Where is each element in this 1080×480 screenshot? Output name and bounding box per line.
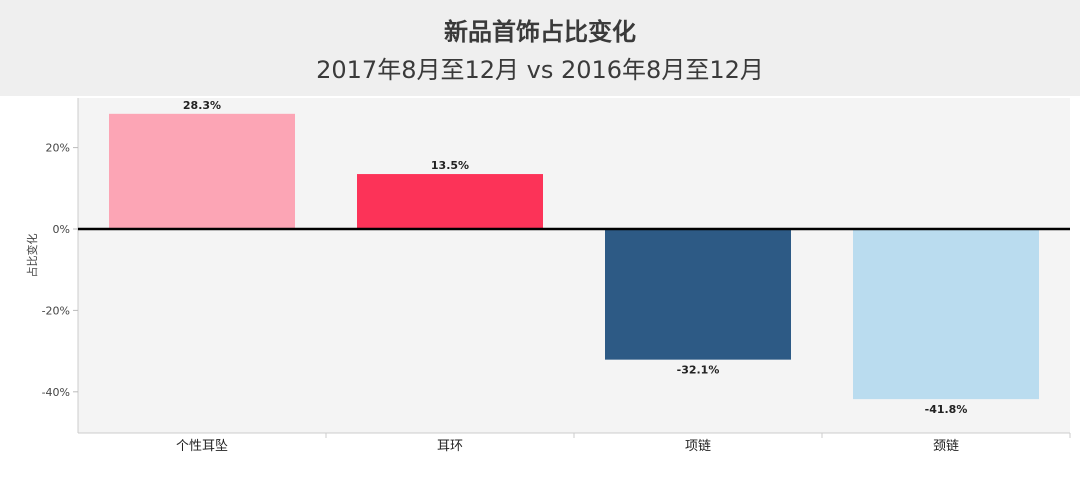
- bar: [357, 174, 543, 229]
- y-tick-label: 0%: [53, 223, 70, 236]
- x-tick-label: 耳环: [437, 439, 463, 454]
- chart-title: 新品首饰占比变化: [444, 18, 636, 46]
- data-label: -32.1%: [677, 364, 720, 377]
- chart-subtitle: 2017年8月至12月 vs 2016年8月至12月: [316, 56, 764, 84]
- bar: [853, 229, 1039, 400]
- x-tick-label: 项链: [685, 439, 711, 454]
- data-label: -41.8%: [925, 403, 968, 416]
- y-tick-label: -40%: [42, 386, 70, 399]
- x-tick-label: 颈链: [933, 439, 959, 454]
- y-tick-label: -20%: [42, 304, 70, 317]
- bar: [109, 113, 295, 229]
- y-axis-title: 占比变化: [25, 234, 39, 278]
- data-label: 13.5%: [431, 159, 469, 172]
- bar: [605, 229, 791, 360]
- y-tick-label: 20%: [46, 142, 70, 155]
- data-label: 28.3%: [183, 99, 221, 112]
- x-tick-label: 个性耳坠: [176, 438, 228, 454]
- chart-header: 新品首饰占比变化 2017年8月至12月 vs 2016年8月至12月: [0, 0, 1080, 96]
